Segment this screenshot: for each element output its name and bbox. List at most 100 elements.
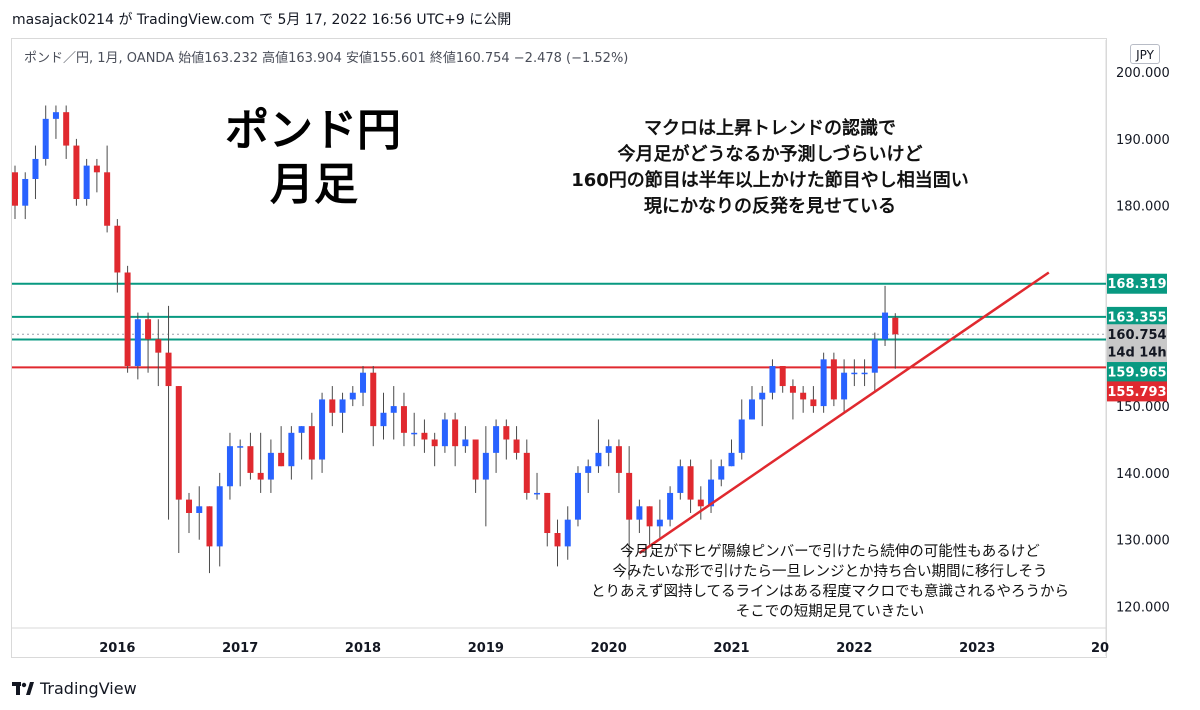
candle-body [708,479,715,507]
x-tick-label: 2016 [99,641,135,656]
candle-body [493,426,500,453]
candle-body [278,452,285,467]
candle-body [789,386,796,393]
x-tick-label: 2019 [468,641,504,656]
x-tick-label: 2021 [713,641,749,656]
note-bottom-line: 今みたいな形で引けたら一旦レンジとか持ち合い期間に移行しそう [612,564,1048,580]
candle-body [585,466,592,473]
x-tick-label: 2020 [591,641,627,656]
candle-body [22,178,29,206]
candle-body [523,452,530,493]
price-axis-label-bg [1107,381,1167,402]
y-tick-label: 190.000 [1116,133,1170,148]
note-bottom-line: とりあえず図持してるラインはある程度マクロでも意識されるやろうから [590,584,1070,600]
candle-body [370,372,377,427]
candle-body [165,352,172,387]
candle-body [257,472,264,480]
price-axis-label: 160.754 [1107,328,1166,343]
candle-body [472,439,479,480]
candle-body [237,446,244,448]
footer-brand[interactable]: TradingView [12,679,137,698]
candle-body [339,399,346,413]
candle-body [482,452,489,480]
x-tick-label: 2023 [959,641,995,656]
chart-title: ポンド円 [225,105,401,156]
x-tick-label: 2022 [836,641,872,656]
candle-body [247,446,254,473]
candle-body [267,452,274,480]
candle-body [718,466,725,480]
candle-body [871,339,878,373]
candle-body [104,172,111,226]
candle-body [728,452,735,467]
footer-brand-label: TradingView [40,679,137,698]
price-axis-label-bg [1107,306,1167,327]
note-bottom-line: そこでの短期足見ていきたい [735,604,925,620]
currency-button[interactable]: JPY [1130,44,1160,64]
candle-body [380,412,387,427]
trendline [638,271,1050,555]
candle-body [411,432,418,435]
note-top-line: 現にかなりの反発を見せている [644,196,896,217]
candle-body [329,399,336,413]
candle-body [93,165,100,173]
candle-body [882,312,889,340]
symbol-legend: ポンド／円, 1月, OANDA 始値163.232 高値163.904 安値1… [24,51,629,66]
candle-body [52,112,59,119]
candle-body [452,419,459,447]
candle-body [196,506,203,513]
price-axis-label: 163.355 [1107,310,1166,325]
candle-body [175,386,182,500]
candle-body [206,506,213,547]
candle-body [534,492,541,495]
candle-body [114,225,121,273]
y-tick-label: 130.000 [1116,534,1170,549]
candle-body [186,499,193,513]
candle-body [554,533,561,547]
candle-body [155,339,162,353]
candle-body [830,359,837,400]
candle-body [360,372,367,393]
note-bottom: 今月足が下ヒゲ陽線ピンバーで引けたら続伸の可能性もあるけど 今みたいな形で引けた… [560,542,1100,622]
candle-body [615,446,622,473]
candle-body [32,158,39,179]
candle-body [42,118,49,159]
candle-body [349,392,356,400]
candle-body [841,372,848,400]
candle-body [626,472,633,520]
candle-body [400,406,407,433]
y-tick-label: 120.000 [1116,601,1170,616]
candle-body [697,499,704,507]
candle-body [605,446,612,453]
candle-body [851,372,858,375]
y-tick-label: 180.000 [1116,200,1170,215]
candle-body [288,432,295,467]
candle-body [226,446,233,487]
candle-body [861,372,868,375]
note-top: マクロは上昇トレンドの認識で 今月足がどうなるか予測しづらいけど 160円の節目… [560,116,980,220]
candle-body [134,319,141,367]
note-bottom-line: 今月足が下ヒゲ陽線ピンバーで引けたら続伸の可能性もあるけど [620,544,1040,560]
candle-body [513,439,520,453]
candle-body [748,399,755,420]
publish-info: masajack0214 が TradingView.com で 5月 17, … [12,12,512,28]
candle-body [667,492,674,520]
y-tick-label: 150.000 [1116,400,1170,415]
candle-body [421,432,428,440]
candle-body [145,319,152,340]
candle-body [595,452,602,467]
y-tick-label: 200.000 [1116,66,1170,81]
candle-body [431,439,438,447]
candle-body [769,366,776,393]
candle-body [636,506,643,520]
chart-subtitle: 月足 [270,159,358,210]
candle-body [800,392,807,400]
candle-body [656,519,663,527]
candle-body [83,165,90,200]
y-tick-label: 140.000 [1116,467,1170,482]
candle-body [687,466,694,500]
note-top-line: 今月足がどうなるか予測しづらいけど [617,144,923,165]
x-tick-label: 2017 [222,641,258,656]
candle-body [892,317,899,335]
